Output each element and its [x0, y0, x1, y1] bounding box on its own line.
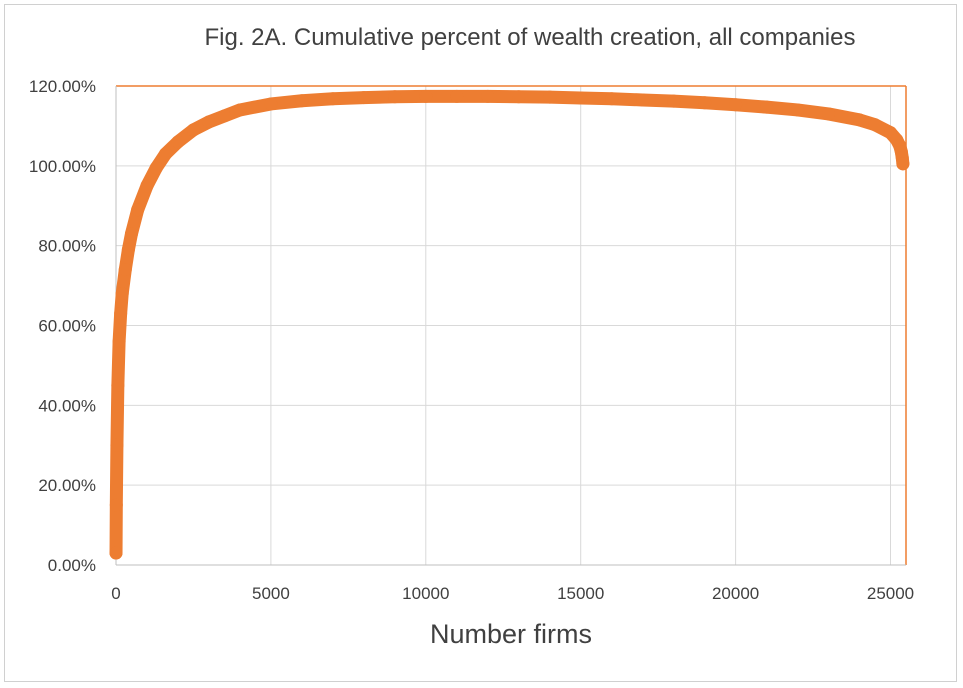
- data-point: [326, 92, 340, 106]
- y-tick-label: 80.00%: [38, 237, 96, 256]
- data-point: [264, 97, 278, 111]
- chart-title: Fig. 2A. Cumulative percent of wealth cr…: [205, 24, 856, 51]
- x-tick-label: 5000: [252, 584, 290, 603]
- data-point: [543, 90, 557, 104]
- data-point: [118, 263, 132, 277]
- series-marker-band: [109, 89, 910, 560]
- x-axis-ticks: 0 5000 10000 15000 20000 25000: [111, 584, 914, 603]
- data-point: [481, 89, 495, 103]
- data-point: [233, 103, 247, 117]
- data-point: [111, 378, 125, 392]
- data-point: [419, 89, 433, 103]
- data-point: [357, 91, 371, 105]
- data-point: [295, 94, 309, 108]
- data-point: [159, 147, 173, 161]
- x-tick-label: 15000: [557, 584, 604, 603]
- data-point: [605, 92, 619, 106]
- data-point: [149, 161, 163, 175]
- data-point: [791, 103, 805, 117]
- data-point: [450, 89, 464, 103]
- data-point: [140, 179, 154, 193]
- y-tick-label: 60.00%: [38, 317, 96, 336]
- data-point: [760, 100, 774, 114]
- y-tick-label: 100.00%: [29, 157, 96, 176]
- data-point: [171, 135, 185, 149]
- data-point: [114, 307, 128, 321]
- data-point: [388, 90, 402, 104]
- data-point: [698, 96, 712, 110]
- data-point: [121, 243, 135, 257]
- data-point: [131, 203, 145, 217]
- data-point: [822, 107, 836, 121]
- data-point: [124, 227, 138, 241]
- data-point: [109, 498, 123, 512]
- x-axis-title: Number firms: [430, 619, 592, 649]
- data-point: [109, 546, 123, 560]
- y-tick-label: 0.00%: [48, 556, 96, 575]
- data-point: [868, 118, 882, 132]
- x-tick-label: 10000: [402, 584, 449, 603]
- data-point: [217, 109, 231, 123]
- chart-frame: [4, 4, 957, 682]
- data-point: [667, 94, 681, 108]
- data-point: [115, 287, 129, 301]
- series-points: [109, 89, 910, 560]
- data-point: [202, 115, 216, 129]
- x-tick-label: 25000: [867, 584, 914, 603]
- y-axis-ticks: 0.00% 20.00% 40.00% 60.00% 80.00% 100.00% 120.…: [29, 77, 96, 575]
- data-point: [574, 91, 588, 105]
- data-point: [186, 123, 200, 137]
- data-point: [636, 93, 650, 107]
- y-tick-label: 20.00%: [38, 476, 96, 495]
- x-tick-label: 0: [111, 584, 120, 603]
- gridlines: [115, 85, 906, 566]
- data-point: [110, 438, 124, 452]
- data-point: [512, 90, 526, 104]
- data-point: [729, 98, 743, 112]
- data-point: [896, 157, 910, 171]
- y-tick-label: 120.00%: [29, 77, 96, 96]
- x-tick-label: 20000: [712, 584, 759, 603]
- y-tick-label: 40.00%: [38, 396, 96, 415]
- data-point: [853, 113, 867, 127]
- data-point: [112, 334, 126, 348]
